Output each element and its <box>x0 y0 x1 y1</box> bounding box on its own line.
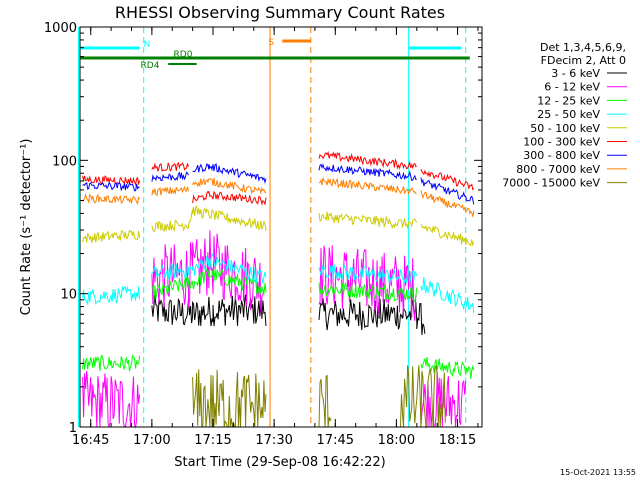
x-tick-label: 16:45 <box>72 433 109 448</box>
status-label-n: N <box>144 40 151 50</box>
y-tick-label: 10 <box>60 288 77 303</box>
series-line <box>151 267 267 301</box>
legend-entry-label: 25 - 50 keV <box>537 108 600 121</box>
x-tick-label: 17:45 <box>317 433 354 448</box>
series-line <box>151 161 189 172</box>
legend-entry-label: 800 - 7000 keV <box>516 163 600 176</box>
series-line <box>151 294 267 327</box>
series-line <box>82 354 141 372</box>
series-line <box>318 177 417 195</box>
series-line <box>400 364 446 429</box>
legend: Det 1,3,4,5,6,9, FDecim 2, Att 0 3 - 6 k… <box>502 41 627 190</box>
x-tick-label: 17:00 <box>133 433 170 448</box>
series-line <box>420 276 475 313</box>
x-axis: 16:45 17:00 17:15 17:30 17:45 18:00 18:15 <box>72 27 479 448</box>
plot-frame <box>79 26 483 428</box>
x-tick-label: 18:00 <box>378 433 415 448</box>
legend-entry-label: 50 - 100 keV <box>530 122 600 135</box>
series-line <box>82 229 141 243</box>
series-line <box>151 205 267 233</box>
legend-entry-label: 300 - 800 keV <box>523 149 600 162</box>
y-tick-label: 1 <box>69 421 77 436</box>
series-line <box>318 298 426 335</box>
series-line <box>151 252 267 284</box>
series-line <box>420 357 475 379</box>
legend-entry-label: 6 - 12 keV <box>544 81 600 94</box>
series-line <box>151 171 189 182</box>
footer-date: 15-Oct-2021 13:55 <box>560 468 636 477</box>
series-line <box>318 150 418 170</box>
series-line <box>420 169 475 191</box>
y-axis: 1 10 100 1000 <box>44 21 482 436</box>
series-line <box>420 223 475 247</box>
legend-entry-label: 3 - 6 keV <box>551 67 600 80</box>
y-tick-label: 100 <box>52 154 77 169</box>
legend-header-line-2: FDecim 2, Att 0 <box>541 54 626 67</box>
chart-title: RHESSI Observing Summary Count Rates <box>115 3 445 22</box>
series-line <box>151 185 189 197</box>
series-line <box>318 374 332 428</box>
series-line <box>318 264 418 285</box>
series-line <box>82 286 141 306</box>
status-label-rd0: RD0 <box>174 50 193 60</box>
x-tick-label: 18:15 <box>439 433 476 448</box>
y-axis-label: Count Rate (s⁻¹ detector⁻¹) <box>19 139 34 316</box>
series-line <box>318 282 418 303</box>
series-line <box>420 189 475 217</box>
status-label-rd4: RD4 <box>141 61 160 71</box>
series-line <box>318 245 417 321</box>
legend-entry-label: 12 - 25 keV <box>537 94 600 107</box>
series-line <box>192 190 267 206</box>
series-line <box>318 163 418 181</box>
x-tick-label: 17:15 <box>194 433 231 448</box>
legend-header-line-1: Det 1,3,4,5,6,9, <box>540 41 626 54</box>
series-line <box>82 370 141 429</box>
series-line <box>420 177 475 205</box>
series-line <box>318 211 418 230</box>
series-line <box>82 175 141 187</box>
x-axis-label: Start Time (29-Sep-08 16:42:22) <box>174 455 385 470</box>
series-line <box>192 369 267 428</box>
series-line <box>192 178 267 195</box>
plot-area: N S RD0 RD4 <box>78 27 475 429</box>
status-label-s: S <box>268 38 274 48</box>
legend-entry-label: 100 - 300 keV <box>523 136 600 149</box>
x-tick-label: 17:30 <box>255 433 292 448</box>
series-line <box>82 192 141 206</box>
y-tick-label: 1000 <box>44 21 77 36</box>
legend-entry-label: 7000 - 15000 keV <box>502 177 600 190</box>
series-line <box>192 163 267 184</box>
series-line <box>82 181 140 192</box>
